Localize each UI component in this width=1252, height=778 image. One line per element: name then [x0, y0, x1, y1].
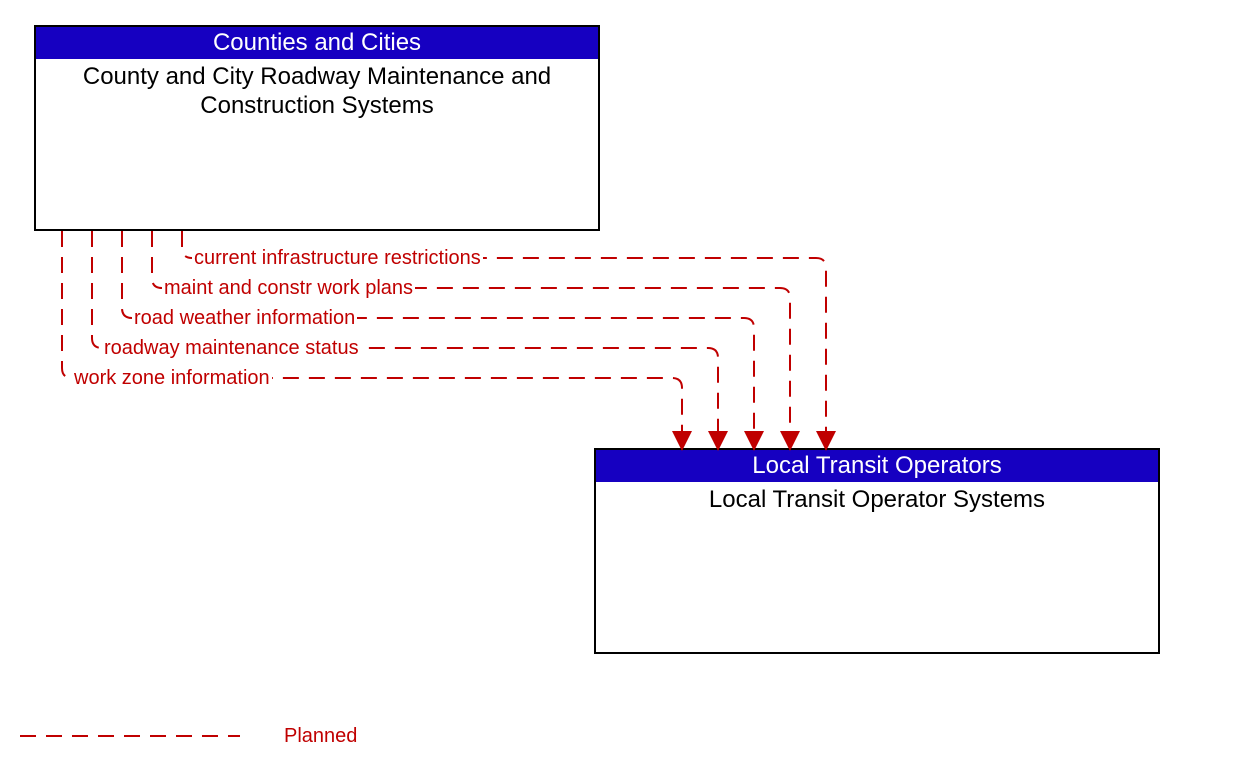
flow-label: maint and constr work plans [162, 277, 415, 300]
entity-source-box: Counties and Cities County and City Road… [34, 25, 600, 231]
flow-label: work zone information [72, 367, 272, 390]
entity-source-header: Counties and Cities [36, 27, 598, 59]
flow-label: roadway maintenance status [102, 337, 361, 360]
legend-label: Planned [284, 725, 357, 748]
entity-source-body: County and City Roadway Maintenance and … [36, 59, 598, 125]
entity-target-header: Local Transit Operators [596, 450, 1158, 482]
flow-label: road weather information [132, 307, 357, 330]
flow-label: current infrastructure restrictions [192, 247, 483, 270]
entity-target-body: Local Transit Operator Systems [596, 482, 1158, 519]
entity-target-box: Local Transit Operators Local Transit Op… [594, 448, 1160, 654]
